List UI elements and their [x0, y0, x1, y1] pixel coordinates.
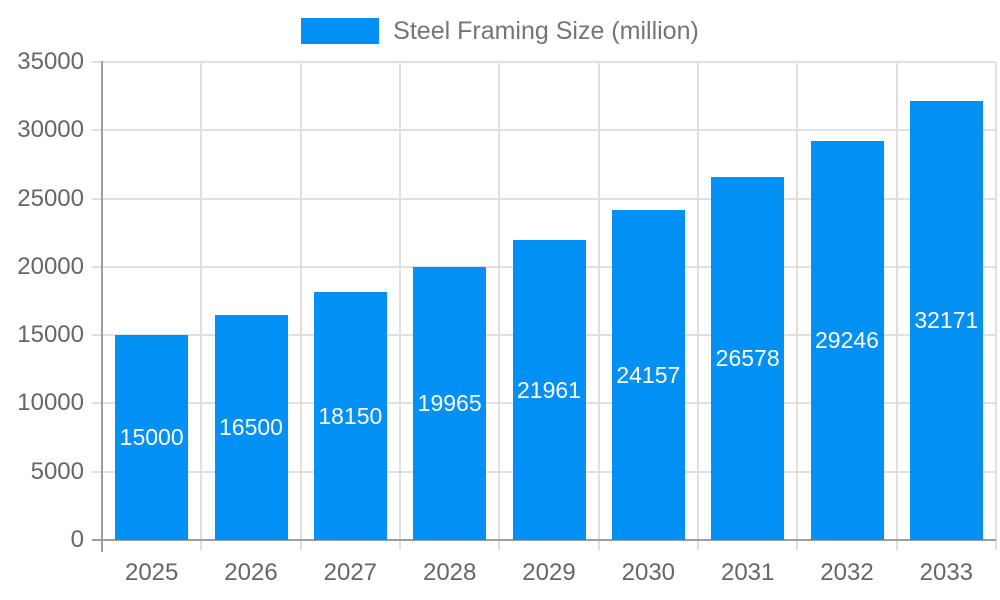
bar-value-label: 26578 [715, 345, 780, 372]
x-axis-tick-label: 2031 [720, 559, 775, 586]
legend[interactable]: Steel Framing Size (million) [0, 16, 1000, 46]
bar[interactable]: 29246 [810, 140, 884, 540]
gridline-horizontal [92, 61, 996, 63]
gridline-vertical [200, 62, 203, 550]
bar[interactable]: 16500 [214, 314, 288, 540]
x-axis-tick-label: 2030 [621, 559, 676, 586]
plot-area: 0 5000 10000 15000 20000 25000 30000 35000 15000… [17, 48, 997, 586]
gridline-vertical [597, 62, 600, 550]
y-axis-tick-label: 15000 [17, 321, 84, 349]
bar-value-label: 15000 [119, 424, 184, 451]
bar[interactable]: 21961 [512, 240, 586, 540]
gridline-horizontal [92, 129, 996, 132]
y-axis-line [101, 61, 103, 552]
bar[interactable]: 26578 [711, 177, 785, 540]
bar-value-label: 16500 [219, 413, 283, 440]
x-axis-tick-label: 2028 [422, 559, 477, 586]
gridline-vertical [796, 62, 799, 550]
gridline-vertical [498, 62, 501, 550]
gridline-vertical [399, 62, 401, 550]
y-axis-tick-label: 25000 [17, 184, 84, 212]
bar-value-label: 19965 [417, 390, 482, 417]
bar[interactable]: 15000 [115, 335, 189, 540]
y-axis-tick-label: 5000 [30, 457, 84, 485]
bar[interactable]: 32171 [909, 100, 983, 540]
y-axis-tick-label: 35000 [17, 48, 84, 75]
bar-value-label: 24157 [616, 361, 681, 388]
bar-value-label: 29246 [815, 326, 879, 353]
bar[interactable]: 24157 [611, 210, 685, 540]
legend-swatch-icon [301, 18, 380, 44]
x-axis-tick-label: 2026 [224, 559, 278, 586]
bar-value-label: 21961 [517, 376, 581, 403]
gridline-vertical [299, 62, 302, 550]
gridline-vertical [995, 62, 997, 550]
x-axis-tick-label: 2027 [323, 559, 378, 586]
bar-value-label: 32171 [914, 306, 979, 333]
x-axis-tick-label: 2025 [124, 559, 179, 586]
y-axis-tick-label: 10000 [17, 389, 84, 417]
bar[interactable]: 18150 [313, 292, 387, 540]
y-axis-tick-label: 30000 [17, 116, 84, 144]
x-axis-line [92, 539, 996, 541]
y-axis-tick-label: 0 [70, 526, 84, 553]
y-axis-tick-label: 20000 [17, 252, 84, 280]
x-axis-tick-label: 2029 [522, 559, 576, 586]
bar[interactable]: 19965 [413, 267, 487, 540]
legend-label: Steel Framing Size (million) [393, 17, 699, 45]
bar-value-label: 18150 [318, 402, 383, 429]
gridline-vertical [895, 62, 898, 550]
gridline-vertical [697, 62, 699, 550]
x-axis-tick-label: 2032 [820, 559, 874, 586]
gridline-horizontal [92, 197, 996, 200]
x-axis-tick-label: 2033 [919, 559, 974, 586]
